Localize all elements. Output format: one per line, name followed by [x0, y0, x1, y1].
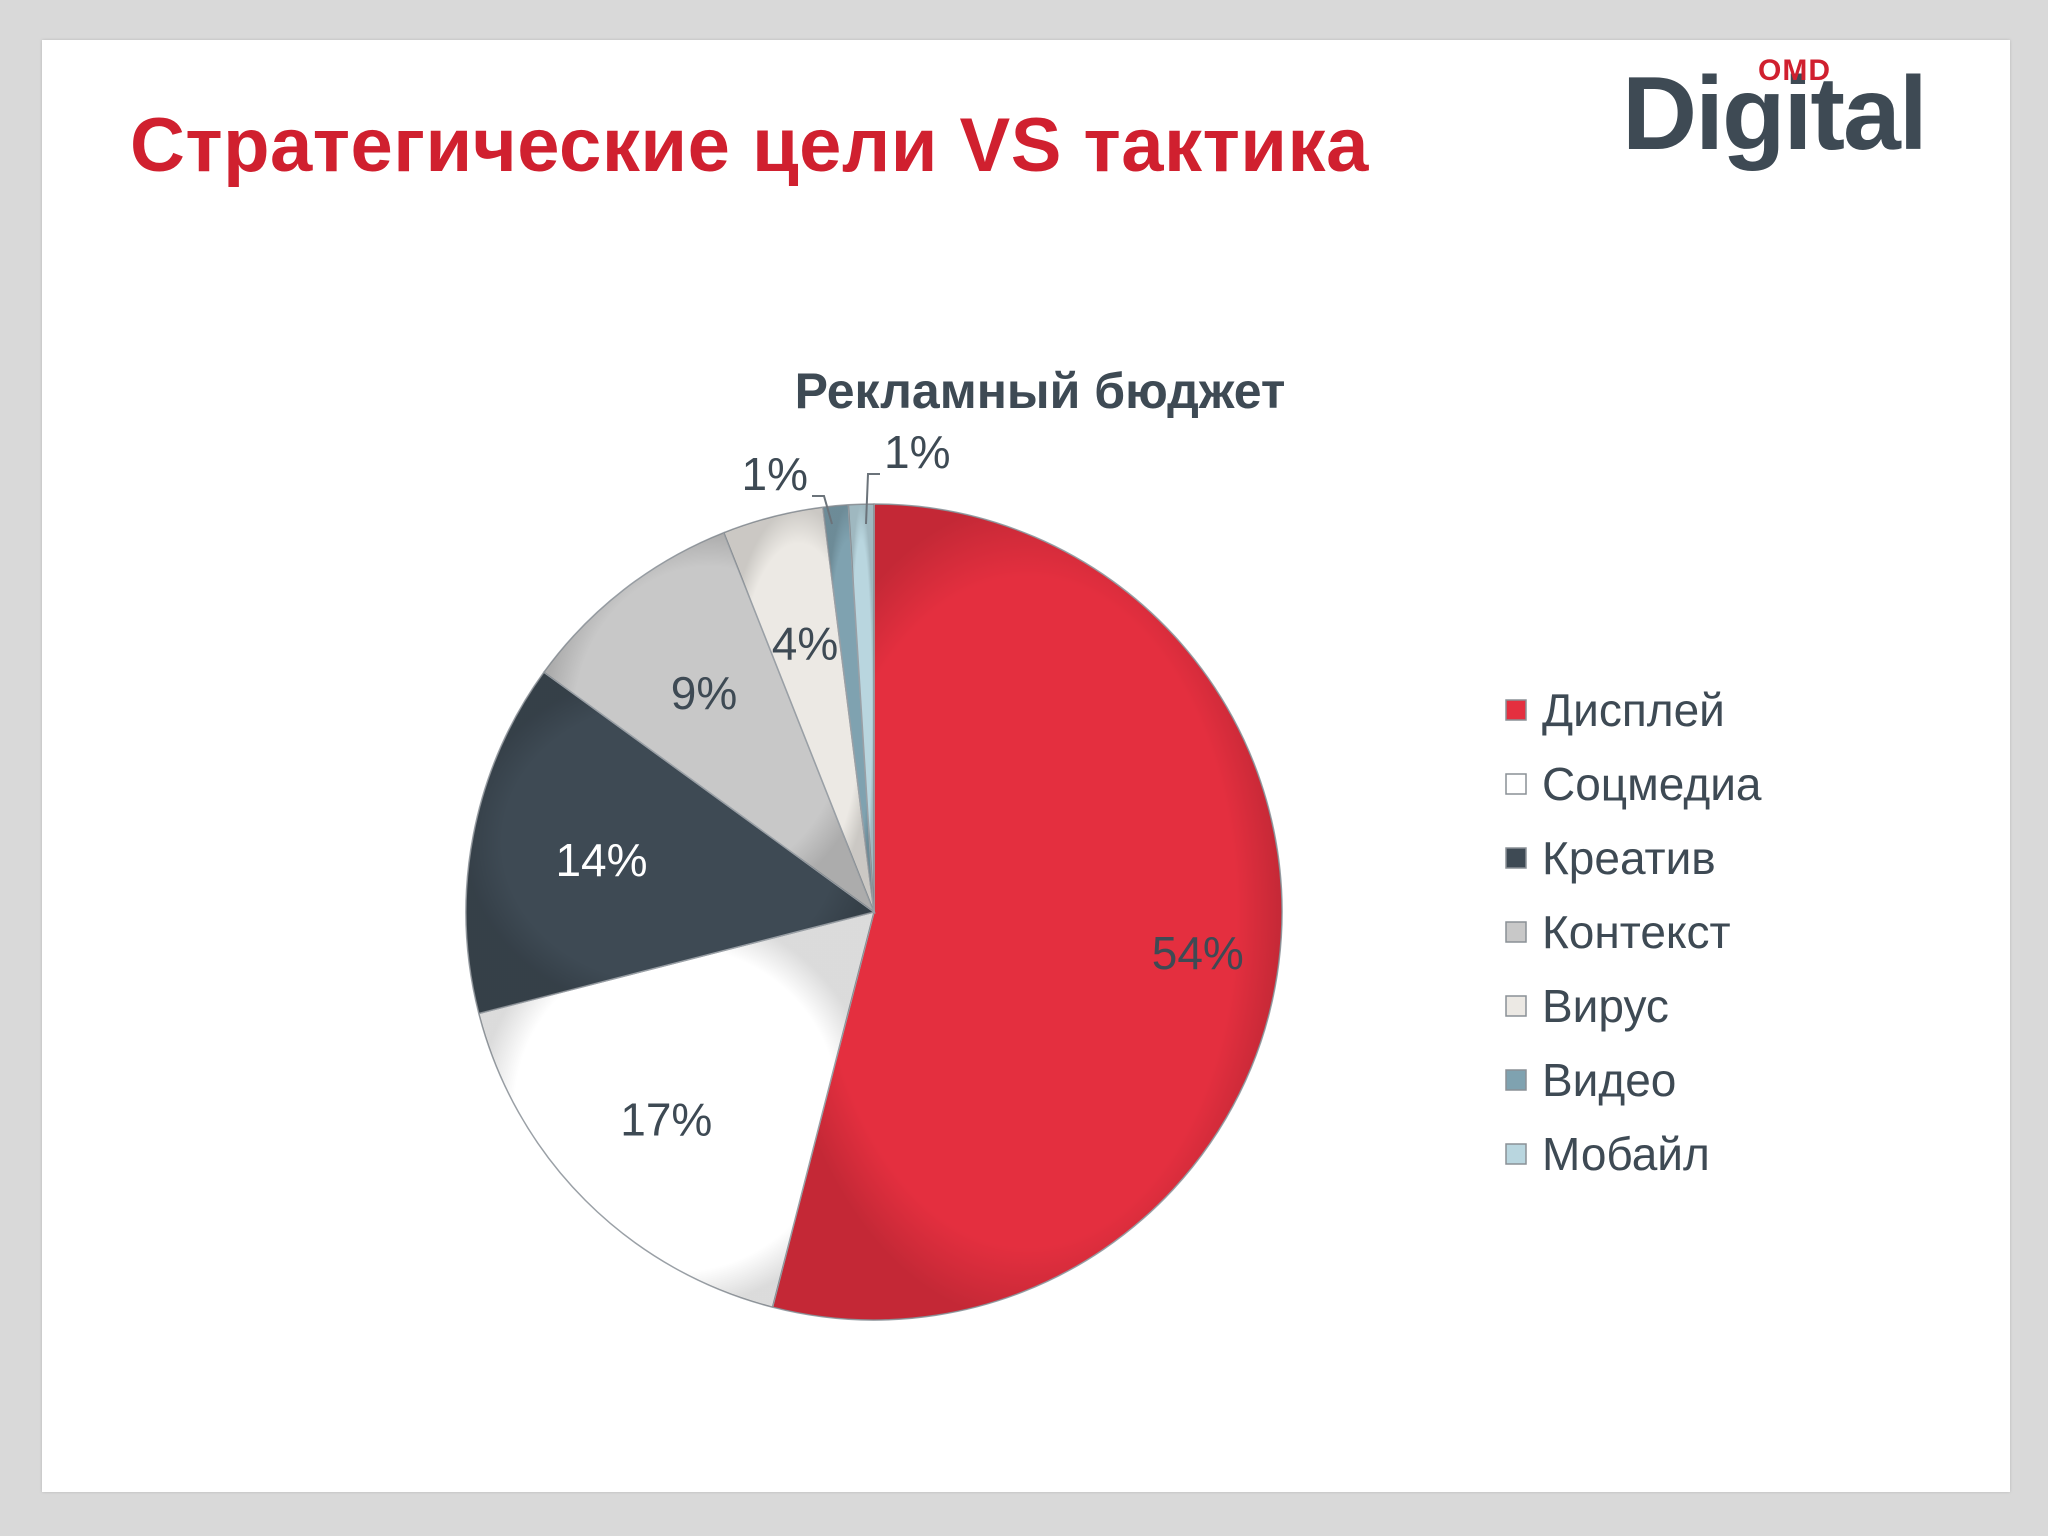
- legend-label-7: Мобайл: [1542, 1128, 1710, 1180]
- omd-digital-logo: Digital OMD: [1622, 46, 1962, 176]
- leader-line-7: [865, 473, 880, 525]
- legend-label-6: Видео: [1542, 1054, 1676, 1106]
- legend-swatch-2: [1505, 773, 1527, 795]
- pie-slice-shading-7: [848, 504, 874, 912]
- data-label-1: 54%: [1152, 927, 1244, 979]
- slide-title: Стратегические цели VS тактика: [130, 103, 1369, 188]
- pie-slice-shading-3: [465, 672, 874, 1014]
- legend-label-2: Соцмедиа: [1542, 758, 1762, 810]
- legend-label-1: Дисплей: [1542, 684, 1725, 736]
- pie-slice-shading-6: [822, 504, 874, 912]
- chart-title: Рекламный бюджет: [795, 363, 1286, 419]
- logo-wordmark: Digital: [1622, 56, 1928, 172]
- leader-line-6: [812, 495, 833, 525]
- data-label-2: 17%: [620, 1094, 712, 1146]
- pie-slice-shading-2: [478, 912, 874, 1308]
- legend-label-5: Вирус: [1542, 980, 1669, 1032]
- pie-slices: [465, 503, 1283, 1321]
- pie-data-labels: 54% 17% 14% 9% 4% 1% 1%: [555, 426, 1243, 1146]
- legend-swatch-6: [1505, 1069, 1527, 1091]
- data-label-3: 14%: [555, 834, 647, 886]
- legend-swatch-4: [1505, 921, 1527, 943]
- pie-slice-shading-5: [723, 507, 874, 912]
- legend-swatch-3: [1505, 847, 1527, 869]
- chart-legend: Дисплей Соцмедиа Креатив Контекст Вирус Видео…: [1505, 684, 1762, 1180]
- logo-omd-mark: OMD: [1758, 54, 1831, 87]
- data-label-7: 1%: [884, 426, 950, 478]
- legend-label-3: Креатив: [1542, 832, 1716, 884]
- legend-swatch-7: [1505, 1143, 1527, 1165]
- pie-slice-shading-4: [543, 532, 874, 912]
- data-label-5: 4%: [772, 617, 838, 669]
- legend-label-4: Контекст: [1542, 906, 1731, 958]
- data-label-4: 9%: [671, 667, 737, 719]
- legend-swatch-1: [1505, 699, 1527, 721]
- legend-swatch-5: [1505, 995, 1527, 1017]
- data-label-6: 1%: [742, 448, 808, 500]
- pie-slice-shading-1: [772, 503, 1283, 1320]
